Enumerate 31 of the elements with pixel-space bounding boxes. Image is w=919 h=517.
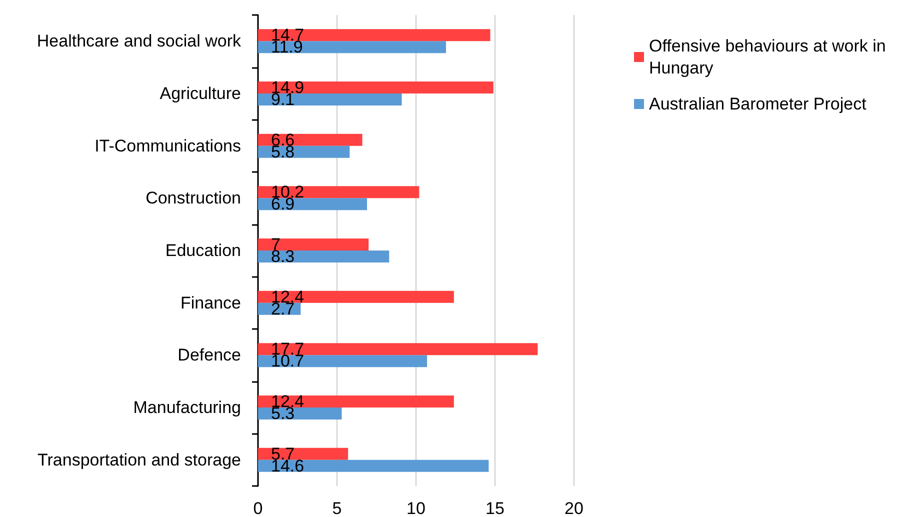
legend-label: Australian Barometer Project [649,94,867,114]
bar [258,355,428,368]
bar [258,460,489,472]
bar [258,186,420,198]
bar [258,343,538,356]
x-tick-label: 20 [564,499,584,517]
y-tick-label: Healthcare and social work [36,32,242,51]
bar [258,94,402,106]
x-tick-label: 5 [332,499,342,517]
legend-label: Offensive behaviours at work in Hungary [649,36,891,78]
bar [258,82,494,94]
y-tick-label: Finance [180,293,241,312]
y-tick-label: Transportation and storage [38,450,241,470]
bar [258,41,446,54]
bar [258,29,490,42]
y-tick-label: IT-Communications [94,136,241,156]
y-tick-label: Agriculture [160,84,241,103]
x-tick-label: 0 [253,499,263,517]
x-tick-label: 15 [486,499,504,517]
x-tick-label: 10 [406,499,426,517]
bar [258,250,390,262]
y-tick-label: Manufacturing [133,398,241,417]
bar [258,238,369,250]
bar [258,198,368,210]
bar [258,290,454,303]
y-tick-label: Defence [178,346,241,365]
y-tick-label: Construction [146,188,241,208]
bar [258,134,362,146]
bar [258,396,454,408]
y-tick-label: Education [165,241,241,260]
bar [258,448,348,460]
